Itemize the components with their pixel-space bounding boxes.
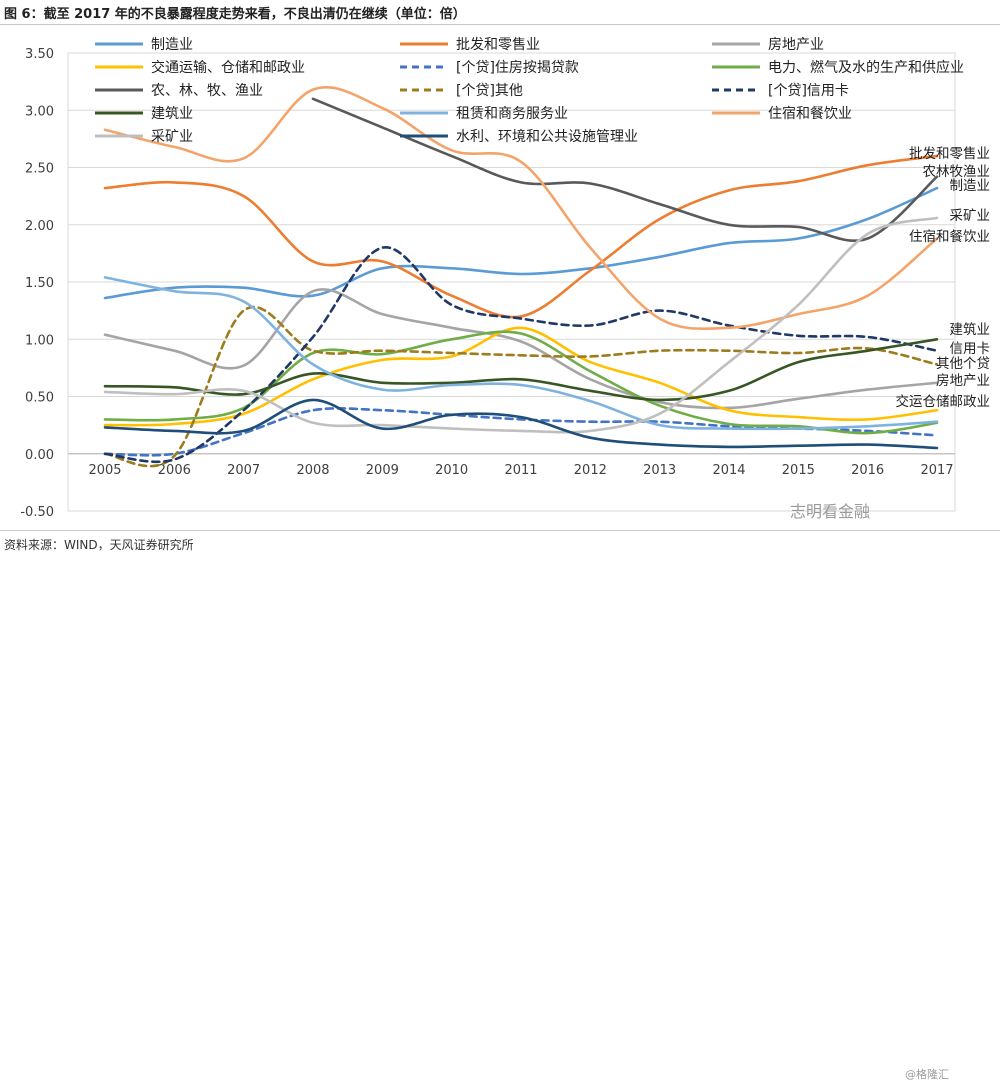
axis-layer: -0.50 0.00 0.50 1.00 1.50 2.00 2.50 3.00 3.50 200… bbox=[20, 47, 955, 520]
legend-label: 住宿和餐饮业 bbox=[768, 105, 852, 122]
watermark: 志明看金融 bbox=[790, 502, 871, 521]
legend-label: 农、林、牧、渔业 bbox=[151, 83, 263, 99]
end-labels: 批发和零售业农林牧渔业制造业采矿业住宿和餐饮业建筑业信用卡其他个贷房地产业交运仓… bbox=[896, 146, 991, 410]
series-line-8 bbox=[103, 305, 939, 468]
x-tick-label: 2017 bbox=[920, 463, 953, 478]
legend-label: 制造业 bbox=[151, 37, 193, 53]
series-line-1 bbox=[103, 186, 939, 300]
x-tick-label: 2012 bbox=[574, 463, 607, 478]
legend-label: [个贷]信用卡 bbox=[768, 83, 849, 99]
y-tick-label: 2.00 bbox=[25, 219, 54, 234]
watermark-small: @格隆汇 bbox=[905, 1068, 949, 1081]
y-tick-label: 3.50 bbox=[25, 47, 54, 62]
series-line-2 bbox=[103, 154, 939, 319]
end-label: 住宿和餐饮业 bbox=[909, 228, 990, 245]
series-line-3 bbox=[103, 288, 939, 410]
y-tick-label: 0.00 bbox=[25, 448, 54, 463]
end-label: 采矿业 bbox=[950, 208, 991, 224]
x-tick-label: 2016 bbox=[851, 463, 884, 478]
x-tick-label: 2015 bbox=[782, 463, 815, 478]
y-tick-label: 1.50 bbox=[25, 276, 54, 291]
x-tick-label: 2006 bbox=[158, 463, 191, 478]
series-line-7 bbox=[311, 97, 939, 243]
y-tick-label: 0.50 bbox=[25, 391, 54, 406]
end-label: 批发和零售业 bbox=[909, 146, 990, 162]
x-tick-label: 2011 bbox=[504, 463, 537, 478]
y-tick-label: 3.00 bbox=[25, 104, 54, 119]
series-line-10 bbox=[103, 338, 939, 402]
legend-label: 租赁和商务服务业 bbox=[456, 106, 568, 122]
legend-label: 交通运输、仓储和邮政业 bbox=[151, 59, 305, 76]
end-label: 制造业 bbox=[950, 178, 991, 194]
x-tick-label: 2014 bbox=[712, 463, 745, 478]
line-chart: -0.50 0.00 0.50 1.00 1.50 2.00 2.50 3.00 3.50 200… bbox=[20, 37, 991, 520]
series-line-9 bbox=[103, 246, 939, 464]
legend-label: 批发和零售业 bbox=[456, 37, 540, 53]
x-tick-label: 2013 bbox=[643, 463, 676, 478]
legend-label: [个贷]住房按揭贷款 bbox=[456, 60, 579, 76]
title-bar: 图 6：截至 2017 年的不良暴露程度走势来看，不良出清仍在继续（单位：倍） bbox=[0, 0, 1000, 25]
x-tick-label: 2010 bbox=[435, 463, 468, 478]
series-line-6 bbox=[103, 330, 939, 435]
y-tick-label: -0.50 bbox=[20, 505, 54, 520]
end-label: 信用卡 bbox=[950, 341, 991, 357]
end-label: 建筑业 bbox=[950, 322, 991, 338]
y-tick-label: 2.50 bbox=[25, 162, 54, 177]
legend-label: 采矿业 bbox=[151, 129, 193, 145]
end-label: 交运仓储邮政业 bbox=[896, 393, 991, 410]
series-line-4 bbox=[103, 326, 939, 427]
legend-label: 水利、环境和公共设施管理业 bbox=[456, 129, 638, 145]
legend-label: 建筑业 bbox=[151, 106, 193, 122]
end-label: 其他个贷 bbox=[936, 356, 990, 372]
y-tick-label: 1.00 bbox=[25, 333, 54, 348]
end-label: 农林牧渔业 bbox=[923, 164, 991, 180]
legend-label: [个贷]其他 bbox=[456, 83, 523, 99]
series-line-13 bbox=[103, 216, 939, 434]
series-line-12 bbox=[103, 86, 939, 331]
footer: 资料来源：WIND，天风证券研究所 @格隆汇 bbox=[0, 530, 1000, 1081]
chart-title: 图 6：截至 2017 年的不良暴露程度走势来看，不良出清仍在继续（单位：倍） bbox=[4, 7, 466, 22]
legend-label: 房地产业 bbox=[768, 37, 824, 53]
series-line-11 bbox=[103, 276, 939, 431]
x-tick-label: 2007 bbox=[227, 463, 260, 478]
series-layer bbox=[103, 86, 939, 468]
x-tick-label: 2008 bbox=[296, 463, 329, 478]
source-note: 资料来源：WIND，天风证券研究所 bbox=[4, 538, 194, 552]
x-tick-label: 2009 bbox=[366, 463, 399, 478]
x-tick-label: 2005 bbox=[88, 463, 121, 478]
end-label: 房地产业 bbox=[936, 373, 990, 389]
series-line-14 bbox=[103, 398, 939, 450]
legend-label: 电力、燃气及水的生产和供应业 bbox=[768, 59, 964, 76]
